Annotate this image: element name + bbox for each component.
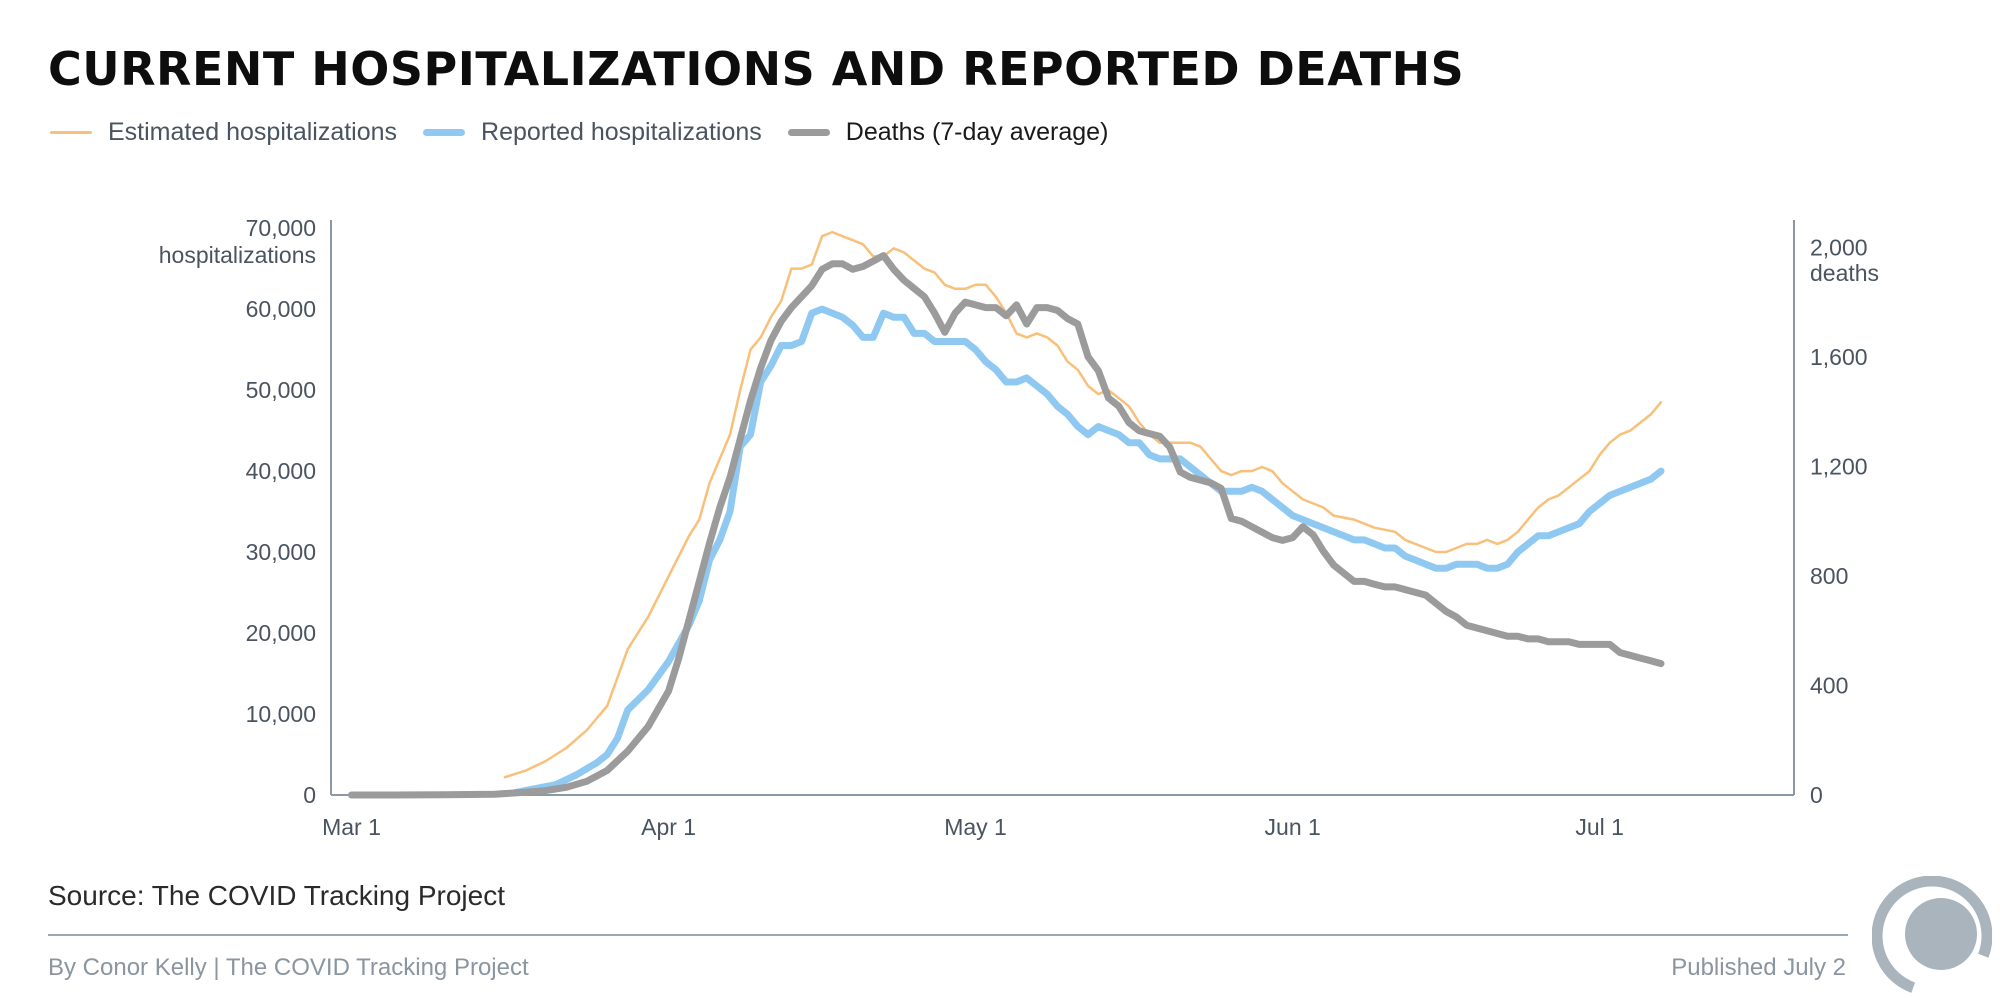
x-tick-label: Mar 1	[322, 814, 381, 840]
left-y-tick-label: 10,000	[246, 701, 316, 727]
right-y-tick-label: 1,200	[1810, 453, 1868, 479]
legend-item-reported-hospitalizations: Reported hospitalizations	[423, 118, 762, 147]
series-line-reported-hospitalizations	[511, 305, 1665, 797]
left-y-axis-label: hospitalizations	[159, 242, 316, 268]
chart-title: CURRENT HOSPITALIZATIONS AND REPORTED DE…	[48, 42, 1465, 96]
x-tick-label: Jun 1	[1265, 814, 1321, 840]
x-tick-label: Apr 1	[641, 814, 696, 840]
right-y-tick-label: 1,600	[1810, 344, 1868, 370]
right-y-tick-label: 2,000	[1810, 234, 1868, 260]
covid-tracking-project-logo	[1872, 876, 1992, 996]
byline: By Conor Kelly | The COVID Tracking Proj…	[48, 954, 529, 981]
x-tick-label: May 1	[944, 814, 1007, 840]
left-y-tick-label: 70,000	[246, 215, 316, 241]
legend-item-estimated-hospitalizations: Estimated hospitalizations	[50, 118, 397, 147]
series-line-deaths-7-day-average	[348, 252, 1665, 799]
legend-swatch-estimated	[50, 131, 92, 134]
right-y-tick-labels: 0 400 800 1,200 1,600 2,000	[1810, 234, 1868, 808]
left-y-tick-label: 0	[303, 782, 316, 808]
left-y-tick-label: 60,000	[246, 296, 316, 322]
logo-dot	[1905, 898, 1977, 970]
legend-label-estimated: Estimated hospitalizations	[108, 118, 398, 146]
legend: Estimated hospitalizations Reported hosp…	[50, 118, 1134, 147]
right-y-tick-label: 0	[1810, 782, 1823, 808]
legend-item-deaths: Deaths (7-day average)	[787, 118, 1109, 147]
legend-swatch-reported	[423, 129, 466, 136]
legend-swatch-deaths	[787, 129, 830, 136]
legend-label-deaths: Deaths (7-day average)	[845, 118, 1109, 146]
series-line-estimated-hospitalizations	[503, 230, 1663, 779]
right-y-tick-label: 400	[1810, 672, 1848, 698]
footer-divider	[48, 934, 1848, 936]
legend-label-reported: Reported hospitalizations	[481, 118, 762, 146]
x-tick-labels: Mar 1 Apr 1 May 1 Jun 1 Jul 1	[322, 814, 1624, 840]
right-y-axis-label: deaths	[1810, 260, 1879, 286]
published-date: Published July 2	[1671, 954, 1846, 981]
source-note: Source: The COVID Tracking Project	[48, 880, 505, 911]
left-y-tick-label: 20,000	[246, 620, 316, 646]
series-layer	[348, 230, 1665, 799]
right-y-tick-label: 800	[1810, 563, 1848, 589]
left-y-tick-label: 30,000	[246, 539, 316, 565]
left-y-tick-labels: 0 10,000 20,000 30,000 40,000 50,000 60,000 70,…	[246, 215, 316, 808]
left-y-tick-label: 40,000	[246, 458, 316, 484]
line-chart: 0 10,000 20,000 30,000 40,000 50,000 60,000 70,…	[159, 215, 1879, 840]
x-tick-label: Jul 1	[1575, 814, 1624, 840]
logo-ring	[1872, 876, 1992, 996]
left-y-tick-label: 50,000	[246, 377, 316, 403]
